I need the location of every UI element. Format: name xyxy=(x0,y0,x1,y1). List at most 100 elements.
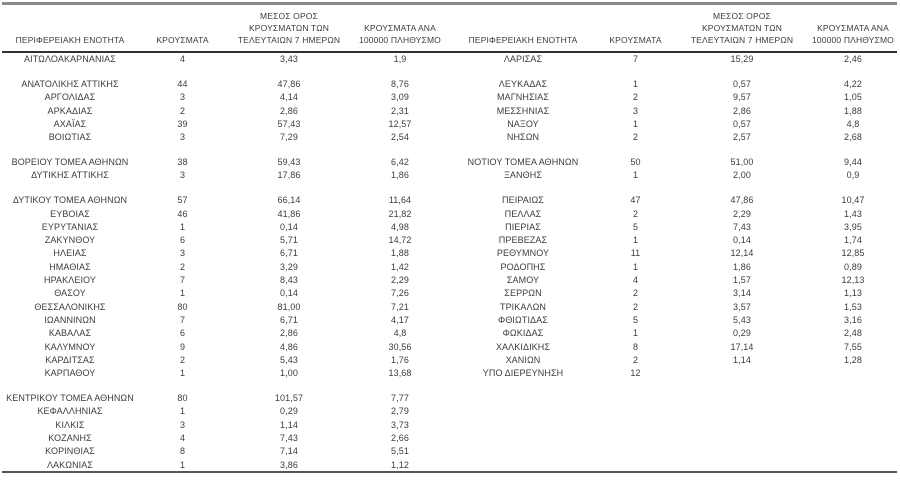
table-row: ΠΕΙΡΑΙΩΣ 47 47,86 10,47 xyxy=(453,194,900,207)
region-cell: ΣΕΡΡΩΝ xyxy=(504,288,542,299)
header-per100k-line: ΚΡΟΥΣΜΑΤΑ ΑΝΑ xyxy=(817,23,889,33)
region-cell: ΘΑΣΟΥ xyxy=(54,288,86,299)
cases-cell: 3 xyxy=(179,132,186,143)
avg7-cell: 0,57 xyxy=(733,118,751,129)
per100k-cell: 0,89 xyxy=(844,261,862,272)
table-row: ΠΡΕΒΕΖΑΣ 1 0,14 1,74 xyxy=(453,234,900,247)
region-cell: ΚΕΦΑΛΛΗΝΙΑΣ xyxy=(37,406,103,417)
table-row: ΖΑΚΥΝΘΟΥ 6 5,71 14,72 xyxy=(0,234,447,247)
avg7-cell: 7,43 xyxy=(733,221,751,232)
avg7-cell: 51,00 xyxy=(730,157,754,168)
avg7-cell: 7,14 xyxy=(280,446,298,457)
avg7-cell: 7,43 xyxy=(280,432,298,443)
avg7-cell: 1,14 xyxy=(733,354,751,365)
cases-cell: 4 xyxy=(179,54,186,65)
avg7-cell: 2,29 xyxy=(733,208,751,219)
region-cell: ΑΡΓΟΛΙΔΑΣ xyxy=(44,92,96,103)
cases-cell: 50 xyxy=(630,157,641,168)
avg7-cell: 0,14 xyxy=(733,235,751,246)
avg7-cell: 3,43 xyxy=(280,54,298,65)
cases-cell: 5 xyxy=(632,221,639,232)
table-row: ΚΕΦΑΛΛΗΝΙΑΣ 1 0,29 2,79 xyxy=(0,405,447,418)
cases-cell: 6 xyxy=(179,328,186,339)
per100k-cell: 11,64 xyxy=(388,195,412,206)
header-cases-line: ΚΡΟΥΣΜΑΤΑ xyxy=(609,35,662,45)
cases-cell: 1 xyxy=(179,221,186,232)
table-row: ΘΕΣΣΑΛΟΝΙΚΗΣ 80 81,00 7,21 xyxy=(0,301,447,314)
header-per100k: ΚΡΟΥΣΜΑΤΑ ΑΝΑ 100000 ΠΛΗΘΥΣΜΟ xyxy=(806,22,900,46)
table-row: ΣΑΜΟΥ 4 1,57 12,13 xyxy=(453,274,900,287)
avg7-cell: 59,43 xyxy=(277,157,301,168)
table-row: ΚΟΡΙΝΘΙΑΣ 8 7,14 5,51 xyxy=(0,445,447,458)
region-cell: ΚΙΛΚΙΣ xyxy=(55,419,85,430)
region-cell: ΙΩΑΝΝΙΝΩΝ xyxy=(44,314,96,325)
cases-cell: 39 xyxy=(177,118,188,129)
header-avg7-line: ΚΡΟΥΣΜΑΤΩΝ ΤΩΝ xyxy=(248,23,330,33)
table-row: ΗΛΕΙΑΣ 3 6,71 1,88 xyxy=(0,247,447,260)
per100k-cell: 2,48 xyxy=(844,328,862,339)
region-cell: ΚΑΒΑΛΑΣ xyxy=(48,328,92,339)
per100k-cell: 12,85 xyxy=(841,248,865,259)
avg7-cell: 17,14 xyxy=(730,341,754,352)
cases-cell: 1 xyxy=(632,261,639,272)
header-per100k: ΚΡΟΥΣΜΑΤΑ ΑΝΑ 100000 ΠΛΗΘΥΣΜΟ xyxy=(353,22,447,46)
table-body: ΑΙΤΩΛΟΑΚΑΡΝΑΝΙΑΣ 4 3,43 1,9 ΑΝΑΤΟΛΙΚΗΣ ΑΤΤΙΚ… xyxy=(0,51,447,472)
cases-cell: 80 xyxy=(177,301,188,312)
cases-cell: 11 xyxy=(630,248,641,259)
region-cell: ΑΙΤΩΛΟΑΚΑΡΝΑΝΙΑΣ xyxy=(24,54,116,65)
region-cell: ΚΑΡΠΑΘΟΥ xyxy=(44,368,96,379)
per100k-cell: 30,56 xyxy=(388,341,412,352)
avg7-cell: 0,29 xyxy=(280,406,298,417)
per100k-cell: 2,68 xyxy=(844,132,862,143)
header-region: ΠΕΡΙΦΕΡΕΙΑΚΗ ΕΝΟΤΗΤΑ xyxy=(453,34,593,46)
avg7-cell: 2,86 xyxy=(280,105,298,116)
header-per100k-line: 100000 ΠΛΗΘΥΣΜΟ xyxy=(359,35,441,45)
region-cell: ΧΑΝΙΩΝ xyxy=(505,354,541,365)
table-row: ΝΟΤΙΟΥ ΤΟΜΕΑ ΑΘΗΝΩΝ 50 51,00 9,44 xyxy=(453,156,900,169)
header-per100k-line: ΚΡΟΥΣΜΑΤΑ ΑΝΑ xyxy=(364,23,436,33)
per100k-cell: 21,82 xyxy=(388,208,412,219)
header-underline xyxy=(2,51,897,53)
per100k-cell: 1,28 xyxy=(844,354,862,365)
avg7-cell: 0,57 xyxy=(733,79,751,90)
cases-cell: 7 xyxy=(632,54,639,65)
per100k-cell: 1,42 xyxy=(391,261,409,272)
cases-cell: 38 xyxy=(177,157,188,168)
bottom-border xyxy=(2,471,897,473)
header-avg7-line: ΤΕΛΕΥΤΑΙΩΝ 7 ΗΜΕΡΩΝ xyxy=(690,35,794,45)
regional-table-left: ΠΕΡΙΦΕΡΕΙΑΚΗ ΕΝΟΤΗΤΑ ΚΡΟΥΣΜΑΤΑ ΜΕΣΟΣ ΟΡΟΣ Κ… xyxy=(0,0,447,483)
region-cell: ΠΕΙΡΑΙΩΣ xyxy=(502,195,544,206)
cases-cell: 1 xyxy=(179,368,186,379)
avg7-cell: 1,57 xyxy=(733,275,751,286)
cases-cell: 1 xyxy=(632,328,639,339)
cases-cell: 3 xyxy=(179,92,186,103)
row-group: ΛΑΡΙΣΑΣ 7 15,29 2,46 xyxy=(453,53,900,66)
cases-cell: 7 xyxy=(179,275,186,286)
per100k-cell: 14,72 xyxy=(388,235,412,246)
table-row: ΛΑΚΩΝΙΑΣ 1 3,86 1,12 xyxy=(0,458,447,471)
cases-cell: 9 xyxy=(179,341,186,352)
avg7-cell: 2,00 xyxy=(733,170,751,181)
table-row: ΒΟΡΕΙΟΥ ΤΟΜΕΑ ΑΘΗΝΩΝ 38 59,43 6,42 xyxy=(0,156,447,169)
cases-cell: 2 xyxy=(179,105,186,116)
per100k-cell: 1,43 xyxy=(844,208,862,219)
region-cell: ΚΑΛΥΜΝΟΥ xyxy=(44,341,96,352)
table-header-row: ΠΕΡΙΦΕΡΕΙΑΚΗ ΕΝΟΤΗΤΑ ΚΡΟΥΣΜΑΤΑ ΜΕΣΟΣ ΟΡΟΣ Κ… xyxy=(453,0,900,51)
table-row: ΗΡΑΚΛΕΙΟΥ 7 8,43 2,29 xyxy=(0,274,447,287)
region-cell: ΧΑΛΚΙΔΙΚΗΣ xyxy=(495,341,551,352)
avg7-cell: 2,86 xyxy=(733,105,751,116)
region-cell: ΑΝΑΤΟΛΙΚΗΣ ΑΤΤΙΚΗΣ xyxy=(21,79,119,90)
region-cell: ΛΑΚΩΝΙΑΣ xyxy=(46,459,94,470)
region-cell: ΝΑΞΟΥ xyxy=(507,118,539,129)
region-cell: ΖΑΚΥΝΘΟΥ xyxy=(44,235,96,246)
table-row: ΚΙΛΚΙΣ 3 1,14 3,73 xyxy=(0,419,447,432)
per100k-cell: 3,95 xyxy=(844,221,862,232)
per100k-cell: 1,53 xyxy=(844,301,862,312)
per100k-cell: 7,55 xyxy=(844,341,862,352)
table-row: ΜΕΣΣΗΝΙΑΣ 3 2,86 1,88 xyxy=(453,104,900,117)
region-cell: ΘΕΣΣΑΛΟΝΙΚΗΣ xyxy=(34,301,106,312)
per100k-cell: 1,76 xyxy=(391,354,409,365)
header-avg7-line: ΜΕΣΟΣ ΟΡΟΣ xyxy=(713,11,771,21)
region-cell: ΔΥΤΙΚΟΥ ΤΟΜΕΑ ΑΘΗΝΩΝ xyxy=(12,195,128,206)
